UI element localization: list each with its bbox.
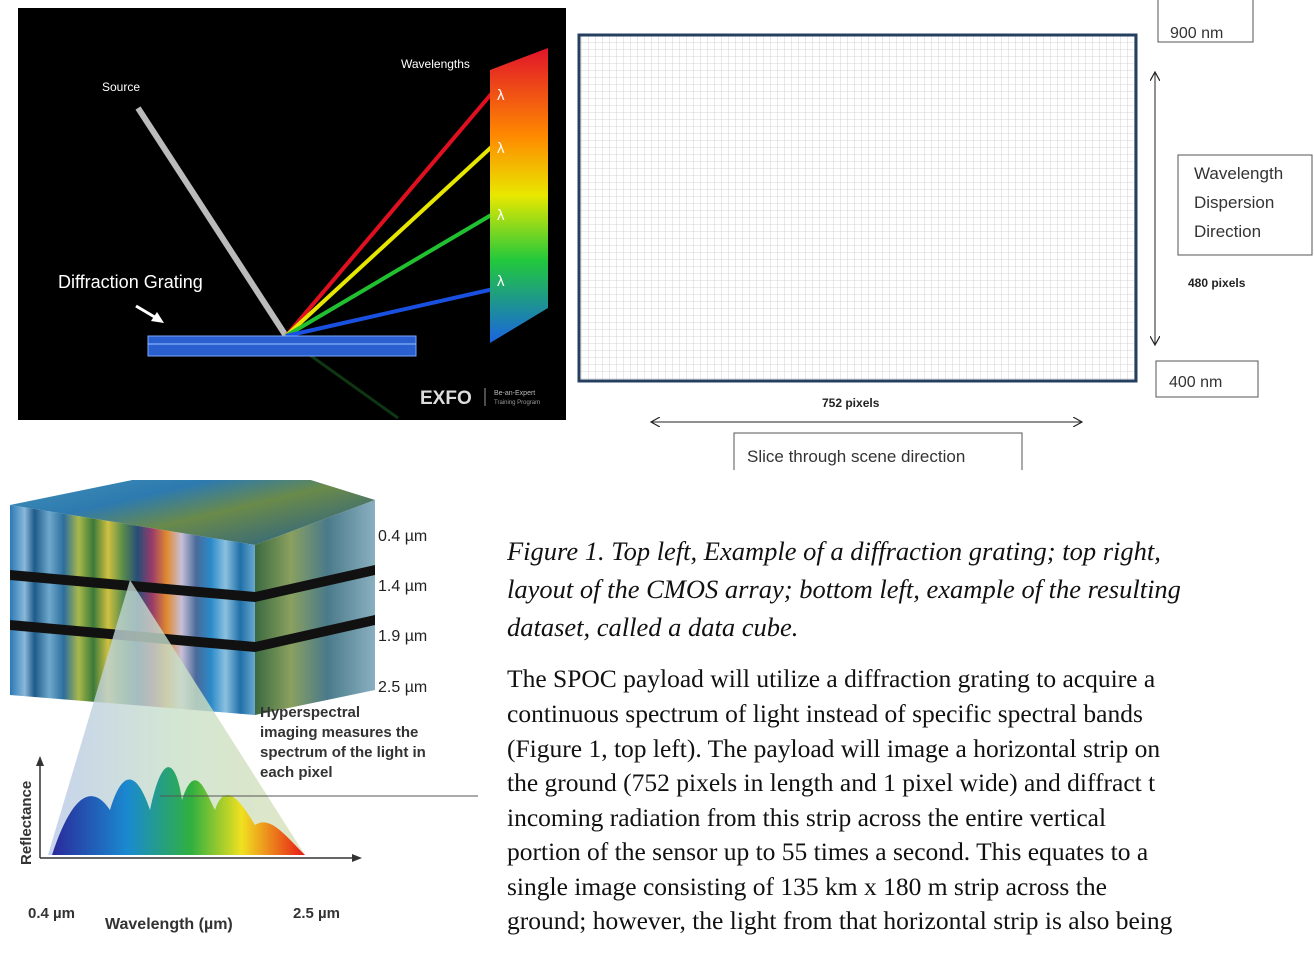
x-start-label: 0.4 µm — [28, 905, 75, 922]
body-line: portion of the sensor up to 55 times a s… — [507, 837, 1149, 866]
body-line: ground; however, the light from that hor… — [507, 906, 1173, 935]
band-label: 1.9 µm — [378, 628, 427, 645]
label-box — [1155, 360, 1259, 398]
ray — [284, 139, 500, 338]
body-line: continuous spectrum of light instead of … — [507, 699, 1143, 728]
ray — [285, 286, 499, 338]
label-box — [733, 432, 1023, 470]
body-line: the ground (752 pixels in length and 1 p… — [507, 768, 1156, 797]
dispersion-label: Wavelength — [1194, 164, 1283, 183]
grating-figure: λ λ λ λ Wavelengths Source Diffraction G… — [18, 8, 566, 420]
wavelengths-label: Wavelengths — [401, 57, 470, 71]
band-label: 1.4 µm — [378, 578, 427, 595]
bottom-wavelength: 400 nm — [1169, 374, 1222, 391]
caption-line: Figure 1. Top left, Example of a diffrac… — [507, 536, 1161, 566]
y-axis-label: Reflectance — [18, 781, 35, 865]
text-column: Figure 1. Top left, Example of a diffrac… — [507, 530, 1314, 964]
lambda: λ — [497, 87, 505, 104]
logo: EXFO — [420, 388, 472, 409]
logo-tagline: Training Program — [494, 400, 540, 406]
body-line: incoming radiation from this strip acros… — [507, 803, 1107, 832]
band-label: 0.4 µm — [378, 528, 427, 545]
source-beam — [135, 106, 289, 338]
dispersion-label: Direction — [1194, 222, 1261, 241]
axis-arrow — [352, 854, 362, 862]
body-line: (Figure 1, top left). The payload will i… — [507, 734, 1161, 763]
body-line: The SPOC payload will utilize a diffract… — [507, 664, 1156, 693]
annotation: Hyperspectral — [260, 704, 360, 721]
axis-arrow — [36, 756, 44, 766]
annotation: each pixel — [260, 764, 333, 781]
x-axis-label: Wavelength (µm) — [105, 916, 233, 933]
cube-side — [255, 500, 375, 715]
label-box — [1157, 0, 1254, 43]
dispersion-label: Dispersion — [1194, 193, 1274, 212]
lambda: λ — [497, 140, 505, 157]
sensor-figure: 900 nm Wavelength Dispersion Direction 4… — [577, 0, 1313, 470]
lambda: λ — [497, 207, 505, 224]
arrow-head — [151, 312, 164, 323]
width-label: 752 pixels — [822, 396, 880, 410]
caption-line: layout of the CMOS array; bottom left, e… — [507, 574, 1181, 604]
label-box — [1177, 154, 1313, 256]
band-label: 2.5 µm — [378, 679, 427, 696]
ray — [284, 209, 500, 338]
source-label: Source — [102, 80, 140, 94]
logo-tagline: Be-an-Expert — [494, 390, 535, 397]
cube-top — [10, 480, 375, 545]
x-end-label: 2.5 µm — [293, 905, 340, 922]
grating — [147, 335, 417, 357]
annotation: imaging measures the — [260, 724, 418, 741]
cube-band — [10, 615, 375, 652]
cube-band — [10, 565, 375, 602]
spectrum-curve — [52, 767, 305, 855]
annotation: spectrum of the light in — [260, 744, 426, 761]
top-wavelength: 900 nm — [1170, 25, 1223, 42]
cube-figure: 0.4 µm 1.4 µm 1.9 µm 2.5 µm Hyperspectra… — [10, 480, 478, 933]
height-label: 480 pixels — [1188, 276, 1246, 290]
scan-label: Slice through scene direction — [747, 447, 965, 466]
ray — [284, 84, 500, 338]
body-line: single image consisting of 135 km x 180 … — [507, 872, 1107, 901]
grating-label: Diffraction Grating — [58, 272, 203, 292]
background — [18, 8, 566, 420]
pixel-beam — [48, 580, 305, 855]
spectrum-panel — [490, 48, 548, 343]
caption-line: dataset, called a data cube. — [507, 612, 799, 642]
sensor-grid — [577, 33, 1138, 383]
lambda: λ — [497, 273, 505, 290]
